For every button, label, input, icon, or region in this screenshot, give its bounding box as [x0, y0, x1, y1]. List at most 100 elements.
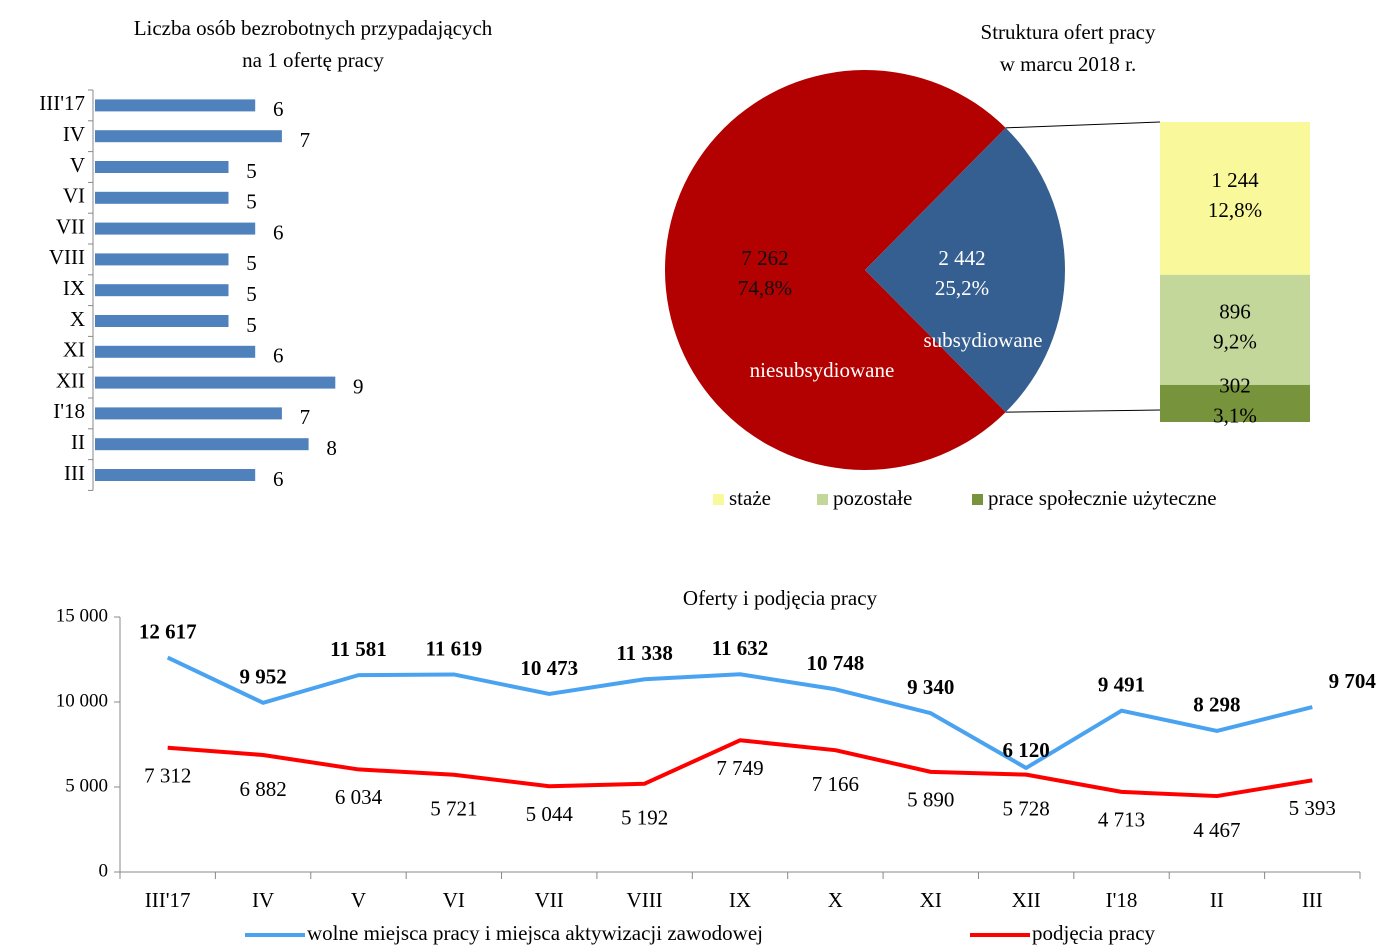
x-tick-label: III [1302, 888, 1323, 912]
value-label: 8 [326, 436, 337, 460]
bar [95, 99, 256, 112]
value-label: 6 [273, 467, 284, 491]
breakdown-bar [1160, 384, 1310, 422]
value-label: 9 340 [907, 675, 954, 699]
value-label: 5 890 [907, 788, 954, 812]
category-label: V [70, 153, 85, 177]
slice-name: niesubsydiowane [750, 358, 895, 382]
legend-label: podjęcia pracy [1032, 921, 1156, 945]
bar [95, 315, 229, 327]
value-label: 6 882 [239, 777, 286, 801]
value-label: 7 312 [144, 764, 191, 788]
value-label: 7 262 [741, 246, 788, 270]
legend-label: staże [729, 486, 771, 510]
value-label: 11 619 [426, 636, 483, 660]
value-label: 5 [246, 190, 257, 214]
bar [95, 469, 256, 481]
value-label: 12 617 [139, 619, 197, 643]
value-label: 5 [246, 159, 257, 183]
pie-slice [664, 69, 1006, 471]
value-label: 5 044 [526, 802, 574, 826]
y-tick-label: 10 000 [56, 690, 108, 711]
x-tick-label: X [828, 888, 843, 912]
category-label: VIII [49, 245, 85, 269]
category-label: VII [56, 214, 85, 238]
chart-title: Struktura ofert pracy [981, 20, 1156, 44]
value-label: 1 244 [1211, 168, 1259, 192]
value-label: 7 [300, 128, 311, 152]
x-tick-label: IV [252, 888, 274, 912]
value-label: 5 192 [621, 806, 668, 830]
value-label: 8 298 [1193, 693, 1240, 717]
bar [95, 253, 229, 266]
chart-title: w marcu 2018 r. [1000, 52, 1136, 76]
value-label: 11 581 [330, 637, 387, 661]
bar [95, 161, 229, 173]
legend-label: wolne miejsca pracy i miejsca aktywizacj… [307, 921, 763, 945]
value-label: 9 [353, 374, 364, 398]
x-tick-label: I'18 [1106, 888, 1138, 912]
category-label: III'17 [39, 91, 85, 115]
x-tick-label: XII [1012, 888, 1041, 912]
value-label: 5 728 [1003, 796, 1050, 820]
value-label: 896 [1219, 300, 1251, 324]
value-label: 5 [246, 251, 257, 275]
value-label: 10 473 [520, 656, 578, 680]
percent-label: 9,2% [1213, 330, 1257, 354]
x-tick-label: IX [729, 888, 751, 912]
x-tick-label: VIII [627, 888, 663, 912]
percent-label: 25,2% [935, 276, 989, 300]
value-label: 11 338 [616, 641, 673, 665]
legend-label: prace społecznie użyteczne [988, 486, 1217, 510]
value-label: 5 [246, 282, 257, 306]
series-line [166, 655, 1313, 770]
x-tick-label: VI [443, 888, 465, 912]
x-tick-label: VII [535, 888, 564, 912]
category-label: I'18 [53, 399, 85, 423]
connector-line [1005, 409, 1161, 413]
value-label: 6 [273, 344, 284, 368]
percent-label: 12,8% [1208, 198, 1262, 222]
category-label: II [71, 430, 85, 454]
chart-title: Liczba osób bezrobotnych przypadających [134, 16, 493, 40]
breakdown-bar [1160, 274, 1310, 385]
value-label: 6 034 [335, 785, 383, 809]
legend-label: pozostałe [833, 486, 912, 510]
bar [95, 284, 229, 297]
value-label: 5 [246, 313, 257, 337]
value-label: 7 166 [812, 772, 859, 796]
category-label: X [70, 307, 85, 331]
connector-line [1005, 121, 1161, 129]
series-line [167, 738, 1313, 799]
value-label: 4 713 [1098, 808, 1145, 832]
value-label: 5 393 [1289, 796, 1336, 820]
chart-title: na 1 ofertę pracy [242, 48, 384, 72]
value-label: 5 721 [430, 797, 477, 821]
value-label: 11 632 [712, 636, 769, 660]
percent-label: 74,8% [738, 276, 792, 300]
pie-slice [865, 127, 1065, 413]
legend-swatch [713, 494, 724, 505]
bar [95, 130, 282, 143]
bar [95, 407, 282, 420]
value-label: 7 749 [716, 756, 763, 780]
value-label: 302 [1219, 373, 1251, 397]
bar [95, 345, 256, 358]
y-tick-label: 0 [99, 860, 109, 881]
value-label: 7 [300, 405, 311, 429]
category-label: XI [63, 338, 85, 362]
y-tick-label: 15 000 [56, 605, 108, 626]
x-tick-label: II [1210, 888, 1224, 912]
bar [95, 191, 229, 204]
legend-swatch [817, 494, 828, 505]
category-label: IV [63, 122, 85, 146]
bar [95, 376, 336, 389]
x-tick-label: III'17 [145, 888, 191, 912]
percent-label: 3,1% [1213, 403, 1257, 427]
x-tick-label: V [351, 888, 366, 912]
chart-title: Oferty i podjęcia pracy [683, 586, 878, 610]
y-tick-label: 5 000 [65, 775, 108, 796]
category-label: III [64, 461, 85, 485]
bar [95, 222, 256, 235]
